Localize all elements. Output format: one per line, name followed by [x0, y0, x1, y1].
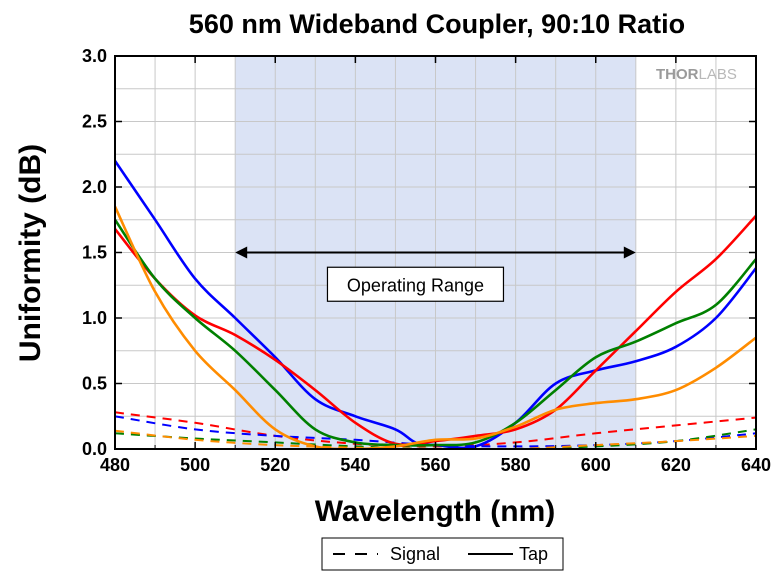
y-tick-label: 0.0 — [82, 439, 107, 459]
x-tick-label: 540 — [340, 455, 370, 475]
y-tick-label: 2.0 — [82, 177, 107, 197]
x-tick-label: 480 — [100, 455, 130, 475]
x-tick-label: 640 — [741, 455, 771, 475]
annotation-group: Operating Range — [235, 246, 636, 302]
range-arrow-left-head — [235, 246, 248, 259]
y-tick-label: 0.5 — [82, 374, 107, 394]
series-line-dashed-2 — [115, 428, 756, 449]
y-axis-label: Uniformity (dB) — [14, 144, 47, 362]
y-tick-label: 1.5 — [82, 243, 107, 263]
y-tick-label: 3.0 — [82, 46, 107, 66]
logo-part2: LABS — [699, 66, 737, 83]
x-tick-label: 560 — [420, 455, 450, 475]
chart-title: 560 nm Wideband Coupler, 90:10 Ratio — [189, 9, 685, 39]
legend-label-dashed: Signal — [390, 544, 440, 564]
x-axis-label: Wavelength (nm) — [315, 495, 556, 528]
legend: Signal Tap — [321, 537, 564, 571]
annotation-text: Operating Range — [347, 275, 484, 295]
y-tick-label: 1.0 — [82, 308, 107, 328]
x-tick-label: 620 — [661, 455, 691, 475]
logo-part1: THOR — [656, 66, 699, 83]
svg-text:THORLABS: THORLABS — [656, 66, 737, 83]
series-line-solid-7 — [115, 206, 756, 449]
thorlabs-logo: THORLABS — [656, 66, 737, 83]
x-axis: 480 500 520 540 560 580 600 620 640 — [100, 56, 771, 475]
legend-label-solid: Tap — [519, 544, 548, 564]
range-arrow-right-head — [623, 246, 636, 259]
x-tick-label: 580 — [501, 455, 531, 475]
x-tick-label: 600 — [581, 455, 611, 475]
series-line-dashed-3 — [115, 429, 756, 449]
x-tick-label: 500 — [180, 455, 210, 475]
y-axis: 0.0 0.5 1.0 1.5 2.0 2.5 3.0 — [82, 46, 756, 459]
annotation-box — [326, 266, 505, 302]
y-tick-label: 2.5 — [82, 112, 107, 132]
x-tick-label: 520 — [260, 455, 290, 475]
